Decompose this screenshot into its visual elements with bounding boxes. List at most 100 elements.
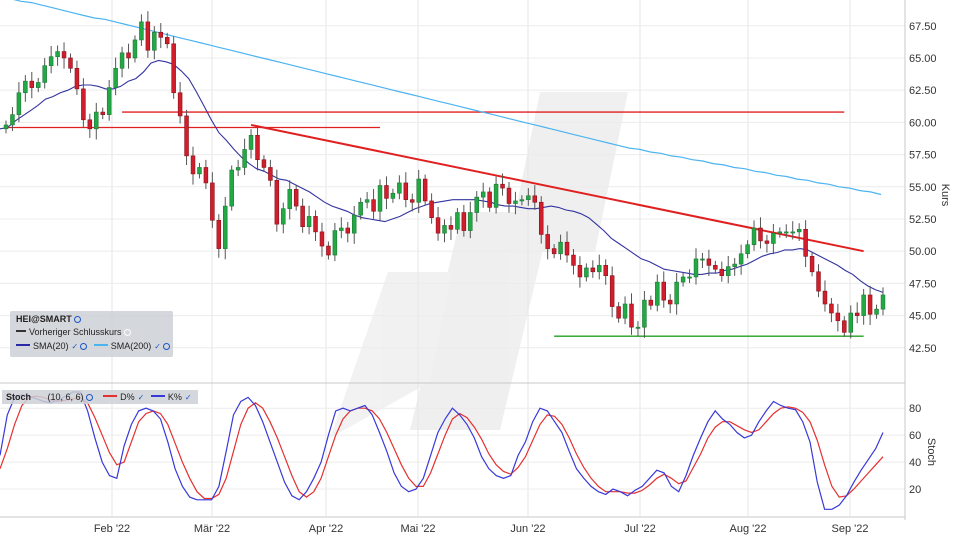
- stoch-legend[interactable]: Stoch (10, 6, 6) D% ✓ K% ✓: [2, 390, 198, 404]
- stoch-tick-label: 60: [909, 430, 921, 442]
- check-icon[interactable]: ✓: [184, 393, 192, 402]
- candle-body: [867, 294, 873, 315]
- price-tick-label: 60.00: [909, 117, 937, 129]
- candle-body: [29, 80, 35, 88]
- candle-body: [661, 281, 666, 301]
- candle-body: [713, 265, 718, 270]
- candle-body: [23, 80, 28, 94]
- candle-body: [158, 31, 163, 38]
- candle-body: [751, 227, 757, 246]
- d-swatch-icon: [103, 395, 118, 397]
- candle-body: [371, 199, 376, 212]
- price-tick-label: 45.00: [909, 311, 937, 323]
- candle-body: [816, 271, 821, 292]
- x-tick-label: Mai '22: [400, 523, 435, 535]
- watermark-logo: [330, 92, 628, 438]
- candle-body: [403, 182, 409, 200]
- candle-body: [571, 254, 576, 266]
- x-tick-label: Apr '22: [309, 523, 344, 535]
- candle-body: [829, 303, 834, 314]
- candle-body: [519, 199, 525, 202]
- candle-body: [480, 191, 486, 198]
- candle-body: [42, 65, 47, 83]
- candle-body: [693, 258, 699, 278]
- candle-body: [842, 320, 847, 333]
- candle-body: [719, 268, 725, 276]
- globe-icon[interactable]: [162, 343, 170, 350]
- candle-body: [687, 276, 692, 279]
- sma200-swatch-icon: [93, 344, 108, 346]
- price-tick-label: 47.50: [909, 278, 937, 290]
- price-tick-label: 42.50: [909, 343, 937, 355]
- candle-body: [242, 149, 247, 168]
- sma200-label: SMA(200): [110, 341, 152, 351]
- stoch-params: (10, 6, 6): [47, 392, 84, 402]
- x-tick-label: Jul '22: [624, 523, 655, 535]
- candle-body: [777, 231, 783, 234]
- candle-body: [874, 308, 879, 315]
- candle-body: [152, 31, 157, 51]
- candle-body: [229, 169, 234, 207]
- candle-body: [442, 225, 447, 234]
- candle-body: [397, 182, 402, 194]
- candle-body: [564, 241, 570, 256]
- candle-body: [758, 227, 763, 242]
- globe-icon[interactable]: [123, 329, 131, 336]
- candle-body: [648, 299, 654, 306]
- candle-body: [268, 167, 273, 181]
- check-icon[interactable]: ✓: [137, 393, 145, 402]
- candle-body: [738, 253, 744, 265]
- globe-icon[interactable]: [73, 316, 81, 323]
- dashed-line-icon: [16, 330, 26, 332]
- candle-body: [410, 199, 415, 203]
- candle-body: [771, 232, 776, 244]
- check-icon[interactable]: ✓: [154, 342, 161, 351]
- candle-body: [274, 180, 280, 225]
- candle-body: [635, 326, 641, 329]
- candle-body: [558, 241, 563, 255]
- candle-body: [145, 21, 151, 51]
- check-icon[interactable]: ✓: [71, 342, 79, 351]
- candle-body: [351, 214, 357, 234]
- candle-body: [416, 178, 421, 203]
- sma20-label: SMA(20): [33, 341, 69, 351]
- candle-body: [584, 267, 589, 278]
- x-tick-label: Jun '22: [510, 523, 545, 535]
- candle-body: [364, 199, 370, 203]
- price-legend[interactable]: HEI@SMART Vorheriger Schlusskurs SMA(20)…: [10, 311, 173, 357]
- candle-body: [255, 134, 260, 161]
- price-tick-label: 67.50: [909, 21, 937, 33]
- candle-body: [422, 178, 428, 202]
- sma20-line: [0, 59, 884, 293]
- candle-body: [500, 183, 505, 189]
- candle-body: [448, 225, 454, 230]
- globe-icon[interactable]: [80, 343, 88, 350]
- candle-body: [126, 52, 131, 59]
- candle-body: [61, 51, 67, 59]
- candle-body: [106, 87, 112, 115]
- candle-body: [300, 205, 305, 228]
- candle-body: [577, 265, 583, 278]
- x-tick-label: Feb '22: [94, 523, 130, 535]
- candle-body: [629, 303, 634, 328]
- candle-body: [655, 281, 660, 306]
- candle-body: [848, 312, 853, 333]
- candle-body: [667, 299, 673, 305]
- candle-body: [706, 258, 712, 266]
- candle-body: [545, 234, 550, 249]
- candle-body: [538, 201, 544, 235]
- candle-body: [203, 167, 209, 184]
- candle-body: [287, 189, 292, 209]
- candle-body: [532, 195, 538, 203]
- candle-body: [3, 124, 9, 130]
- candle-body: [119, 52, 125, 69]
- candle-body: [526, 195, 531, 200]
- globe-icon[interactable]: [85, 394, 93, 401]
- candle-body: [680, 276, 686, 283]
- price-tick-label: 52.50: [909, 214, 937, 226]
- stoch-tick-label: 40: [909, 457, 921, 469]
- x-tick-label: Aug '22: [730, 523, 767, 535]
- legend-sma: SMA(20) ✓ SMA(200) ✓: [16, 340, 170, 353]
- candle-body: [223, 205, 228, 249]
